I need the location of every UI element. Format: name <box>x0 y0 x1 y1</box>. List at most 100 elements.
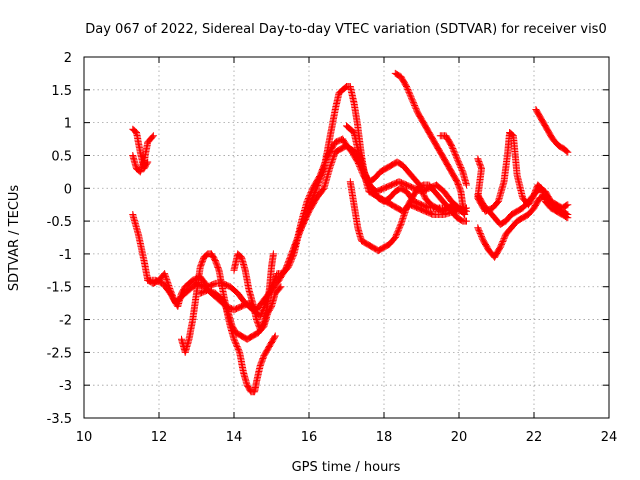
y-tick-label: -1.5 <box>47 281 72 296</box>
data-point <box>501 233 509 241</box>
series-trace-15 <box>474 184 572 228</box>
data-point <box>271 332 279 340</box>
data-point <box>454 158 462 166</box>
data-point <box>458 165 465 173</box>
data-point <box>498 240 505 248</box>
y-tick-label: 0 <box>64 182 72 197</box>
data-point <box>393 229 401 237</box>
data-point <box>259 355 267 362</box>
data-point <box>497 242 505 250</box>
x-tick-label: 18 <box>376 430 393 445</box>
x-tick-label: 16 <box>301 430 318 445</box>
data-point <box>412 104 420 112</box>
y-tick-label: -1 <box>59 248 72 263</box>
x-axis-title: GPS time / hours <box>292 460 401 475</box>
data-point <box>395 225 403 233</box>
data-point <box>143 159 151 167</box>
x-tick-label: 22 <box>526 430 543 445</box>
chart-title: Day 067 of 2022, Sidereal Day-to-day VTE… <box>85 22 606 37</box>
data-point <box>498 239 506 247</box>
data-point <box>456 161 464 169</box>
y-tick-label: -0.5 <box>47 215 72 230</box>
data-point <box>219 296 227 304</box>
data-point <box>451 149 459 157</box>
series-trace-2 <box>129 125 152 173</box>
y-tick-label: 1.5 <box>51 84 72 99</box>
series-trace-5 <box>178 250 279 396</box>
x-tick-label: 12 <box>151 430 168 445</box>
data-point <box>475 227 483 235</box>
data-point <box>276 284 284 292</box>
data-points <box>129 69 572 396</box>
data-point <box>564 201 572 209</box>
data-point <box>411 102 419 109</box>
series-trace-16 <box>532 106 572 156</box>
data-point <box>404 87 412 95</box>
data-point <box>219 297 227 305</box>
data-point <box>420 191 428 199</box>
data-point <box>221 300 229 308</box>
data-point <box>409 97 417 105</box>
data-point <box>477 231 485 239</box>
plot-frame <box>83 56 610 419</box>
data-point <box>394 228 402 236</box>
data-point <box>449 146 457 154</box>
data-point <box>458 166 466 174</box>
axis-ticks <box>83 56 610 419</box>
data-point <box>463 217 470 225</box>
series-trace-11 <box>391 69 469 218</box>
data-point <box>564 148 572 156</box>
data-point <box>144 158 152 166</box>
data-point <box>448 143 456 151</box>
data-point <box>148 133 156 141</box>
data-point <box>400 211 408 219</box>
data-point <box>419 190 427 198</box>
data-point <box>411 103 419 111</box>
y-tick-label: -3 <box>59 379 72 394</box>
data-point <box>230 335 238 343</box>
data-point <box>224 308 232 315</box>
data-point <box>410 100 418 108</box>
data-point <box>475 158 483 165</box>
data-point <box>563 201 571 209</box>
data-point <box>478 232 485 240</box>
series-trace-7 <box>230 250 277 333</box>
data-point <box>234 345 242 353</box>
data-point <box>450 147 458 155</box>
data-point <box>457 164 465 171</box>
data-point <box>408 96 416 104</box>
data-point <box>221 302 229 310</box>
data-point <box>306 203 313 211</box>
data-point <box>235 347 243 355</box>
data-point <box>223 306 231 314</box>
data-point <box>499 238 507 245</box>
data-point <box>289 246 297 254</box>
data-point <box>269 250 277 258</box>
data-point <box>454 156 462 164</box>
data-point <box>563 210 571 218</box>
data-point <box>407 93 415 101</box>
data-point <box>223 305 230 313</box>
y-tick-label: 0.5 <box>51 149 72 164</box>
data-point <box>327 162 335 170</box>
data-point <box>408 94 415 102</box>
data-point <box>419 188 427 196</box>
data-point <box>403 84 411 92</box>
data-point <box>406 90 414 98</box>
data-point <box>396 222 404 230</box>
data-point <box>233 341 240 349</box>
x-tick-labels: 10 12 14 16 18 20 22 24 <box>76 430 618 445</box>
data-point <box>409 99 417 107</box>
data-point <box>474 224 482 232</box>
data-point <box>456 162 464 170</box>
data-point <box>448 142 455 150</box>
data-point <box>463 181 470 189</box>
data-point <box>220 299 228 307</box>
data-point <box>394 226 402 234</box>
data-point <box>452 152 460 160</box>
grid-lines <box>84 57 609 418</box>
data-point <box>231 338 239 346</box>
data-point <box>403 83 410 90</box>
data-point <box>406 91 414 99</box>
